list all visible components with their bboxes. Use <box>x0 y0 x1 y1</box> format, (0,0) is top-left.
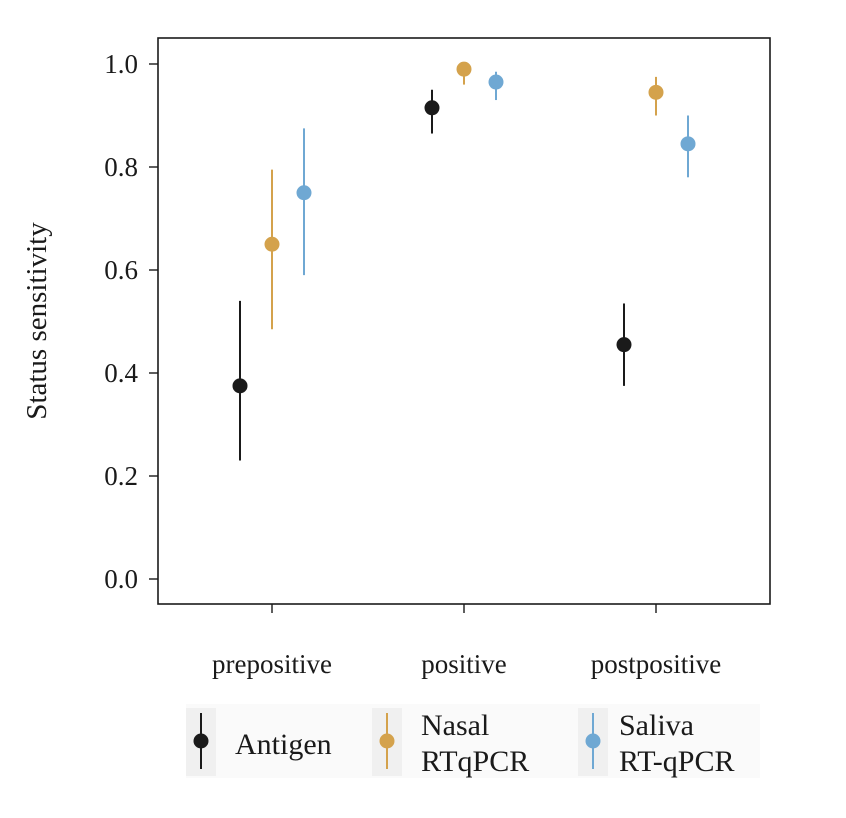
y-tick-label: 0.4 <box>104 358 138 388</box>
y-axis: 0.0 0.2 0.4 0.6 0.8 1.0 <box>104 49 158 594</box>
x-tick-label: postpositive <box>591 649 722 679</box>
y-tick-label: 0.0 <box>104 564 138 594</box>
data-point <box>264 236 280 252</box>
data-point <box>296 185 312 201</box>
y-tick-label: 0.2 <box>104 461 138 491</box>
legend: Antigen Nasal RTqPCR Saliva RT-qPCR <box>186 704 760 778</box>
series-group <box>264 61 664 330</box>
data-point <box>488 74 504 90</box>
legend-label: Saliva RT-qPCR <box>619 709 734 778</box>
legend-background <box>186 704 760 778</box>
data-point <box>424 100 440 116</box>
plot-frame <box>157 37 771 605</box>
legend-marker <box>379 733 395 749</box>
series-group <box>296 71 696 276</box>
legend-label: Antigen <box>235 728 332 761</box>
y-tick-label: 0.6 <box>104 255 138 285</box>
y-tick-label: 0.8 <box>104 152 138 182</box>
x-tick-label: prepositive <box>212 649 332 679</box>
y-tick-label: 1.0 <box>104 49 138 79</box>
series-group <box>232 89 632 461</box>
legend-label: Nasal RTqPCR <box>421 709 529 778</box>
x-axis: prepositive positive postpositive <box>212 604 721 679</box>
legend-marker <box>193 733 209 749</box>
x-tick-label: positive <box>421 649 507 679</box>
data-point <box>616 337 632 353</box>
data-point <box>648 84 664 100</box>
legend-marker <box>585 733 601 749</box>
data-point <box>232 378 248 394</box>
data-point <box>680 136 696 152</box>
y-axis-title: Status sensitivity <box>21 222 53 420</box>
data-marks <box>232 61 696 461</box>
data-point <box>456 61 472 77</box>
